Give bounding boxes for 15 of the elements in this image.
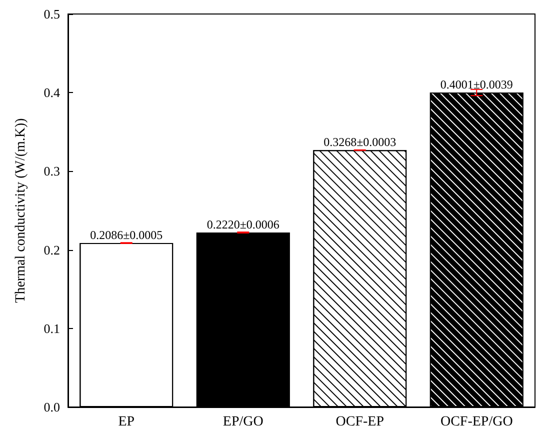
y-tick-label: 0.2	[44, 242, 60, 258]
data-label: 0.4001±0.0039	[440, 78, 513, 92]
y-tick-label: 0.0	[44, 400, 60, 414]
y-axis-title: Thermal conductivity (W/(m.K))	[14, 118, 28, 303]
data-label: 0.3268±0.0003	[324, 135, 396, 150]
x-tick-label: EP/GO	[222, 414, 264, 430]
data-label: 0.2220±0.0006	[206, 218, 280, 232]
data-label: 0.2086±0.0005	[90, 228, 163, 242]
y-tick-label: 0.4	[44, 85, 60, 100]
y-tick-label: 0.5	[44, 6, 60, 22]
y-tick-label: 0.1	[44, 320, 60, 336]
x-tick-label: EP	[118, 414, 135, 430]
x-tick-label: OCF-EP	[336, 414, 384, 430]
y-tick-label: 0.3	[44, 164, 60, 179]
x-tick-label: OCF-EP/GO	[440, 414, 513, 430]
